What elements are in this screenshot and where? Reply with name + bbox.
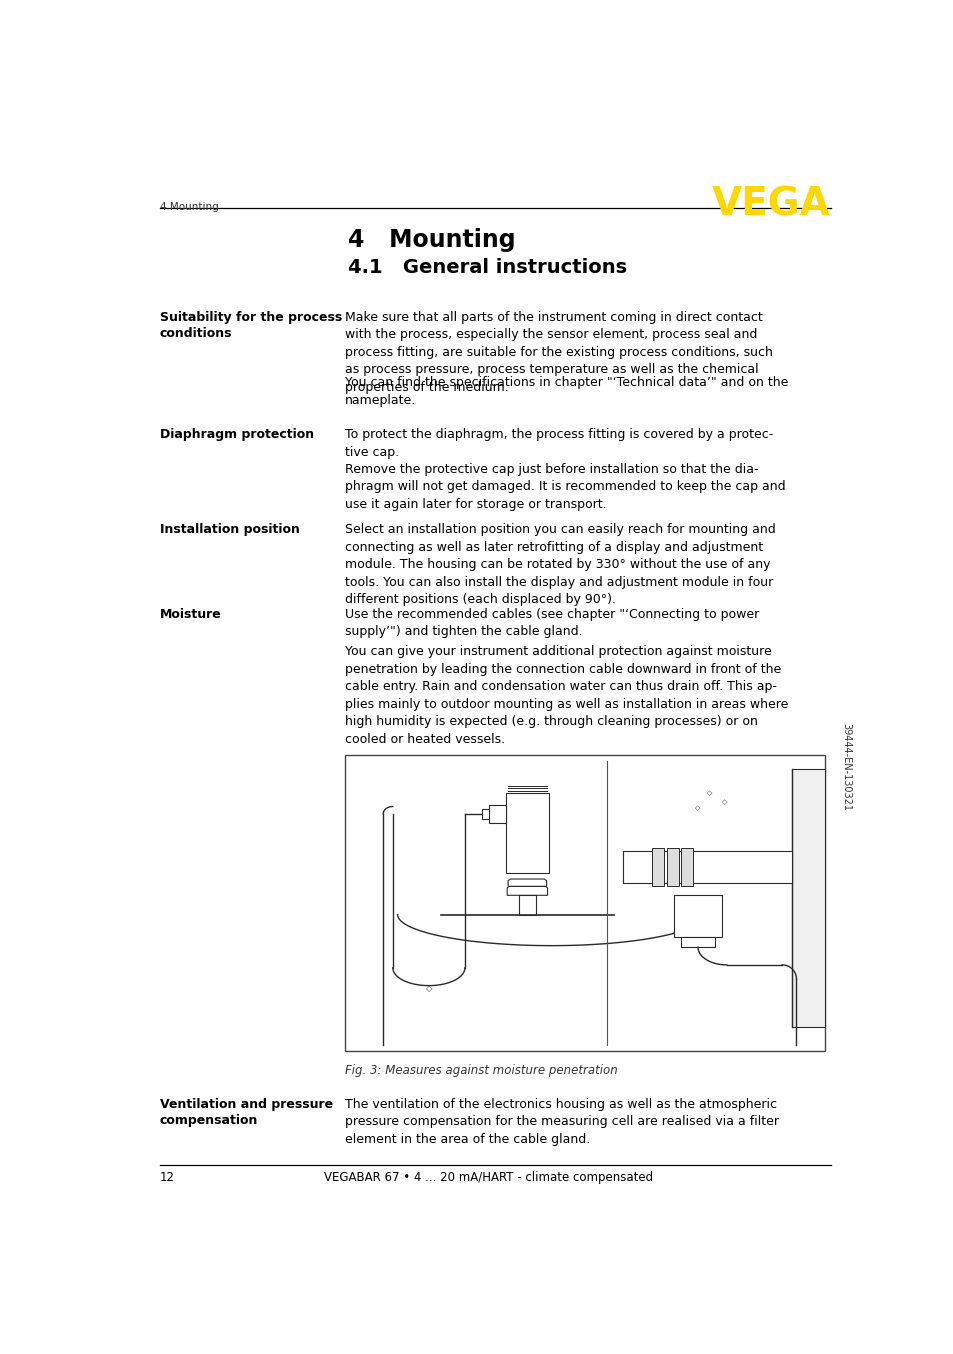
Polygon shape	[518, 895, 536, 914]
Text: Fig. 3: Measures against moisture penetration: Fig. 3: Measures against moisture penetr…	[344, 1064, 617, 1078]
Text: Select an installation position you can easily reach for mounting and
connecting: Select an installation position you can …	[344, 523, 775, 607]
Polygon shape	[505, 793, 548, 873]
Polygon shape	[680, 937, 714, 948]
Text: Moisture: Moisture	[160, 608, 221, 620]
Text: 4   Mounting: 4 Mounting	[348, 229, 516, 252]
Text: To protect the diaphragm, the process fitting is covered by a protec-
tive cap.: To protect the diaphragm, the process fi…	[344, 428, 772, 459]
Text: ◇: ◇	[425, 984, 432, 992]
Polygon shape	[507, 887, 547, 895]
Text: You can give your instrument additional protection against moisture
penetration : You can give your instrument additional …	[344, 646, 787, 746]
Text: The ventilation of the electronics housing as well as the atmospheric
pressure c: The ventilation of the electronics housi…	[344, 1098, 778, 1145]
Text: Use the recommended cables (see chapter "‘Connecting to power
supply’") and tigh: Use the recommended cables (see chapter …	[344, 608, 759, 638]
Text: VEGA: VEGA	[711, 185, 830, 223]
Polygon shape	[481, 810, 488, 819]
Polygon shape	[791, 769, 824, 1028]
Polygon shape	[680, 848, 693, 887]
Text: 4.1   General instructions: 4.1 General instructions	[348, 259, 627, 278]
Text: Remove the protective cap just before installation so that the dia-
phragm will : Remove the protective cap just before in…	[344, 463, 784, 510]
Text: 12: 12	[160, 1171, 174, 1183]
Bar	[344, 754, 824, 1051]
Text: 4 Mounting: 4 Mounting	[160, 202, 218, 213]
Polygon shape	[673, 895, 721, 937]
Text: ◇: ◇	[721, 799, 726, 806]
Polygon shape	[488, 806, 505, 823]
Text: VEGABAR 67 • 4 ... 20 mA/HART - climate compensated: VEGABAR 67 • 4 ... 20 mA/HART - climate …	[324, 1171, 653, 1183]
Polygon shape	[508, 879, 546, 887]
Text: 39444-EN-130321: 39444-EN-130321	[841, 723, 850, 811]
Polygon shape	[652, 848, 663, 887]
Text: Ventilation and pressure
compensation: Ventilation and pressure compensation	[160, 1098, 333, 1127]
Text: You can find the specifications in chapter "‘Technical data’" and on the
namepla: You can find the specifications in chapt…	[344, 376, 787, 406]
Text: Installation position: Installation position	[160, 523, 299, 536]
Text: Diaphragm protection: Diaphragm protection	[160, 428, 314, 441]
Polygon shape	[666, 848, 678, 887]
Text: ◇: ◇	[695, 806, 700, 811]
Polygon shape	[623, 850, 791, 883]
Text: Make sure that all parts of the instrument coming in direct contact
with the pro: Make sure that all parts of the instrume…	[344, 310, 772, 394]
Text: Suitability for the process
conditions: Suitability for the process conditions	[160, 310, 342, 340]
Text: ◇: ◇	[706, 791, 712, 796]
